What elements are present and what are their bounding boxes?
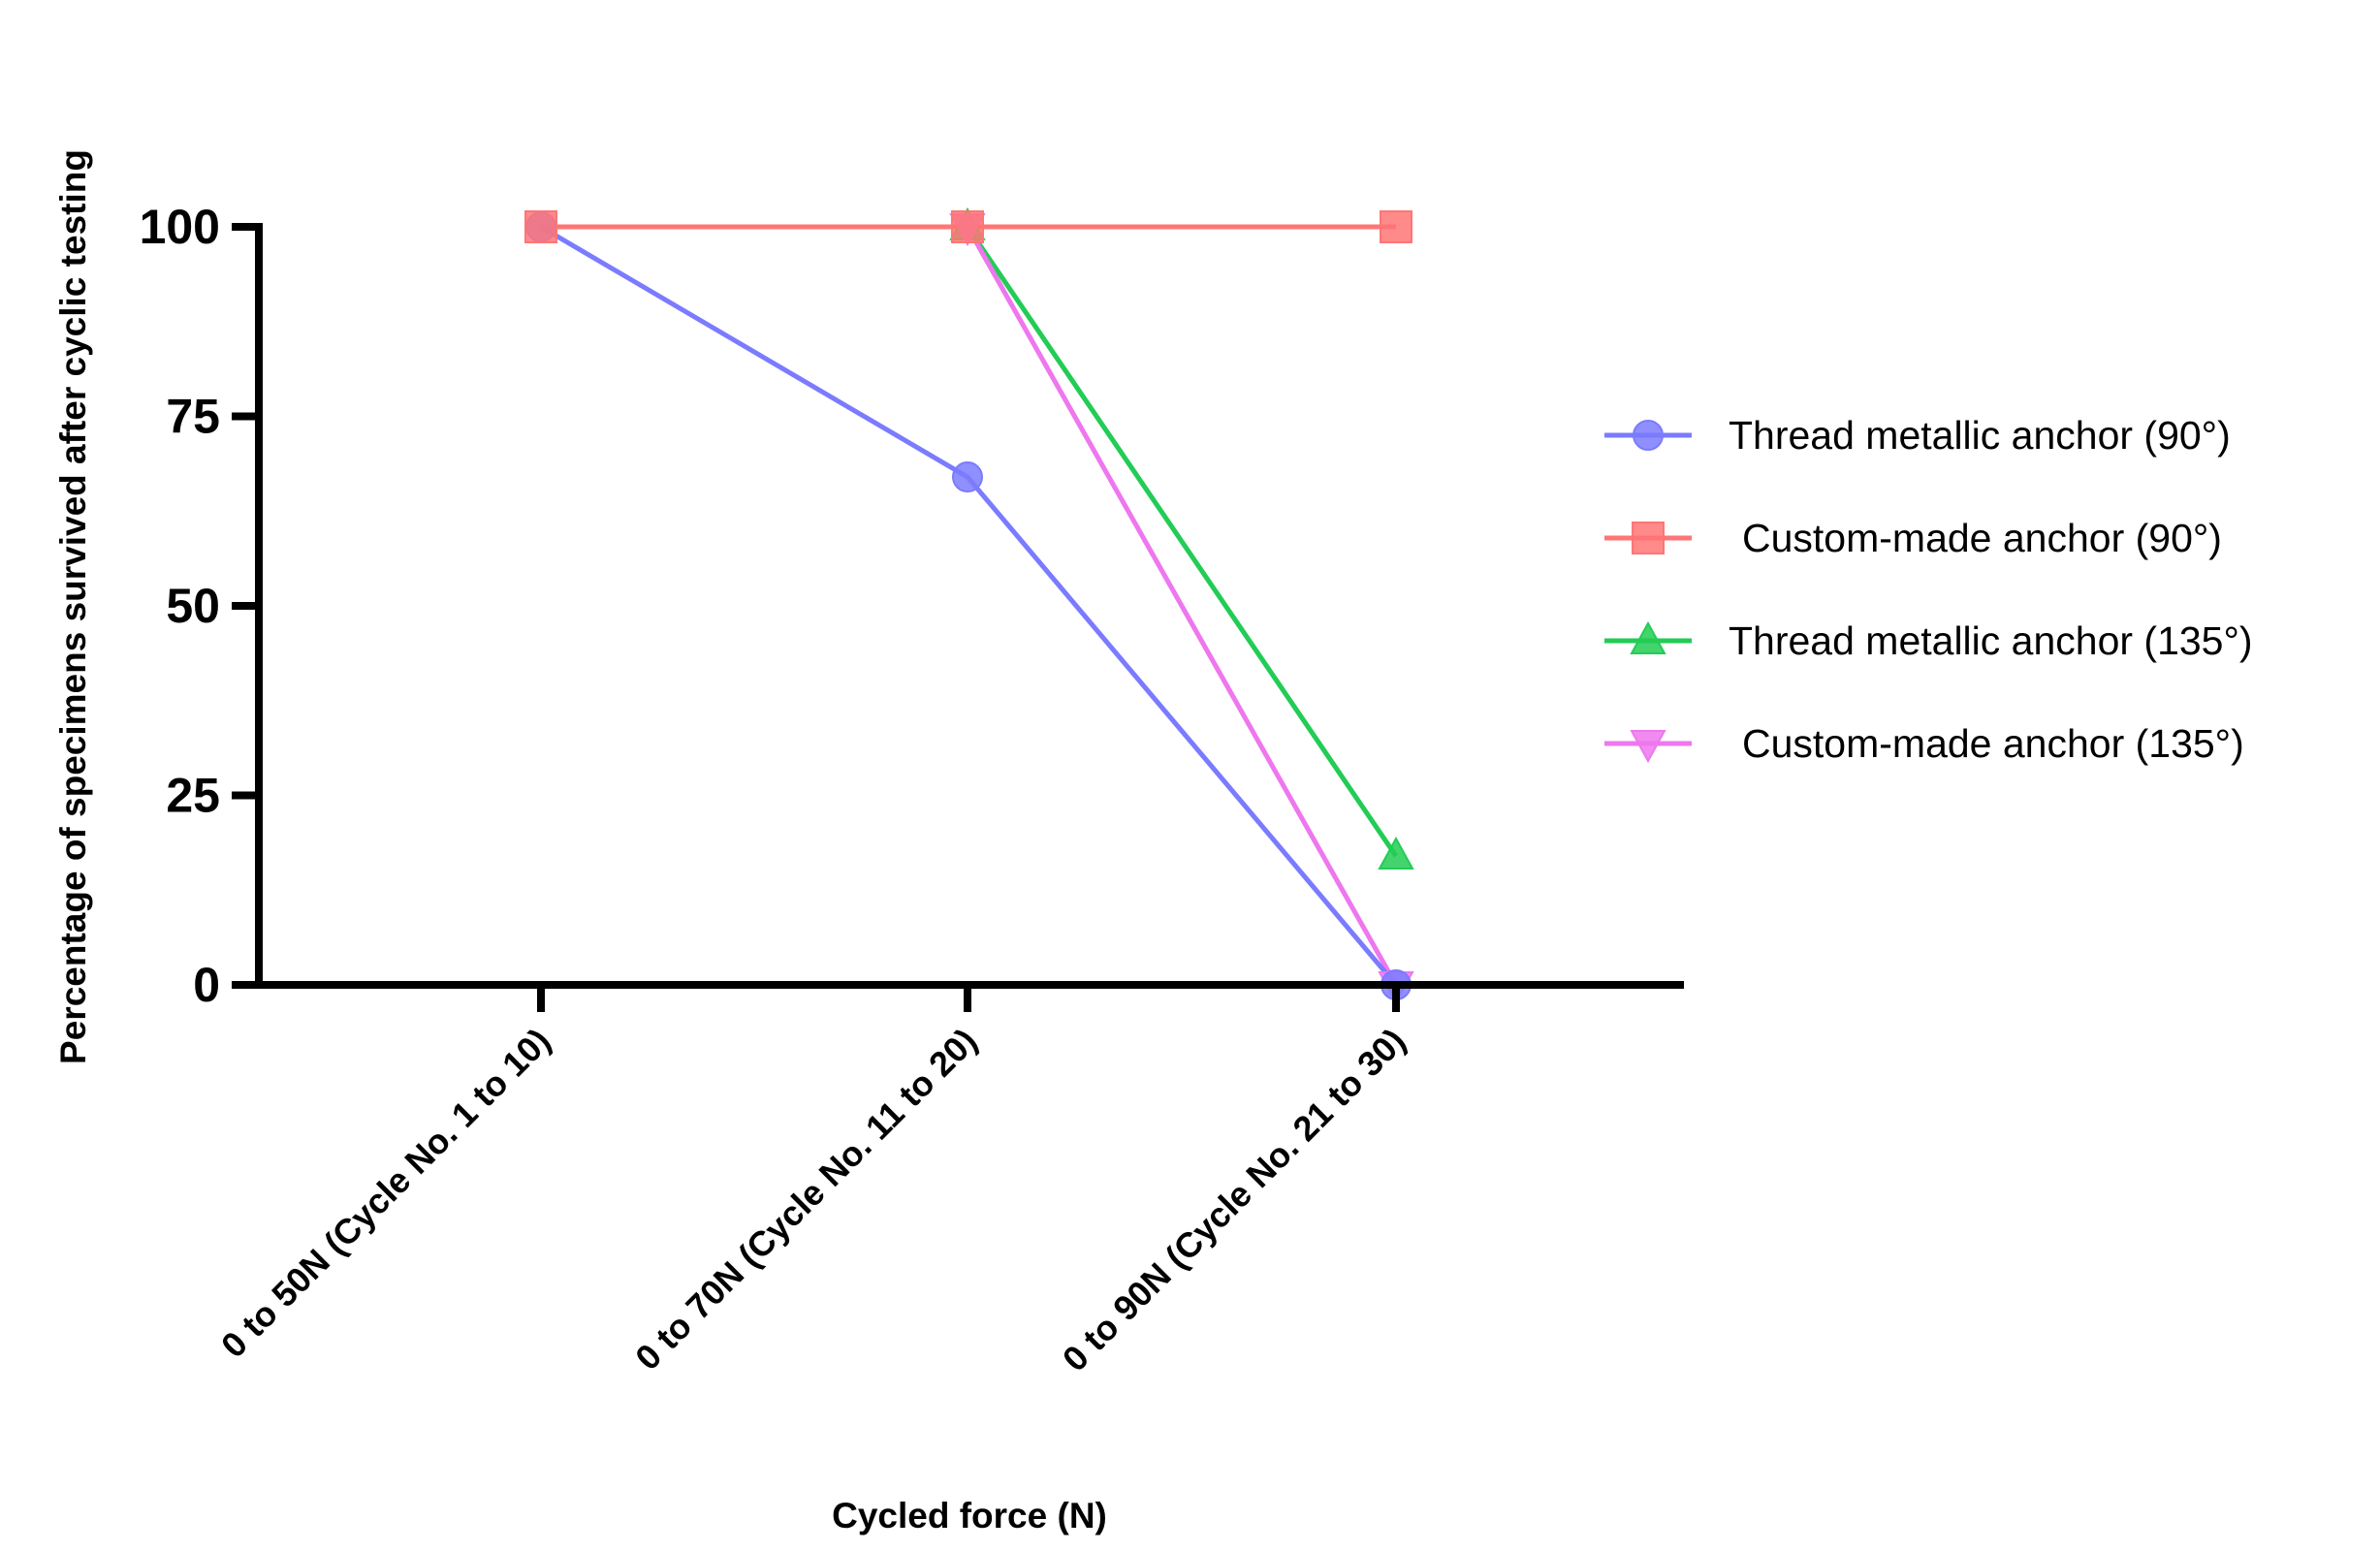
data-point [524, 210, 557, 243]
y-tick-label: 75 [166, 390, 220, 444]
x-tick-label: 0 to 90N (Cycle No. 21 to 30) [1055, 1021, 1413, 1379]
data-point [951, 210, 984, 243]
axes [232, 223, 1684, 1012]
y-axis-title: Percentage of specimens survived after c… [53, 149, 93, 1064]
x-axis-title: Cycled force (N) [832, 1496, 1107, 1535]
series-line [965, 225, 1399, 858]
legend-label: Custom-made anchor (90°) [1742, 516, 2222, 560]
legend-label: Custom-made anchor (135°) [1742, 721, 2244, 766]
legend-item: Custom-made anchor (135°) [1604, 721, 2244, 766]
x-tick-label: 0 to 70N (Cycle No. 11 to 20) [627, 1021, 985, 1378]
legend-label: Thread metallic anchor (135°) [1729, 618, 2253, 663]
legend-item: Thread metallic anchor (135°) [1604, 618, 2253, 663]
series-line [965, 225, 1399, 987]
series-line [539, 224, 1398, 987]
legend-marker [1630, 730, 1666, 764]
legend-item: Thread metallic anchor (90°) [1604, 413, 2231, 458]
legend-marker [1633, 420, 1664, 451]
y-tick-label: 100 [140, 200, 220, 254]
x-tick-label: 0 to 50N (Cycle No. 1 to 10) [213, 1021, 558, 1366]
y-tick-label: 0 [193, 958, 220, 1012]
legend-item: Custom-made anchor (90°) [1604, 516, 2222, 560]
data-point [952, 461, 983, 493]
legend-marker [1632, 522, 1665, 554]
data-point [1380, 210, 1412, 243]
data-point [1378, 836, 1414, 870]
legend: Thread metallic anchor (90°) Custom-made … [1604, 413, 2253, 766]
legend-label: Thread metallic anchor (90°) [1729, 413, 2231, 458]
series-markers [524, 206, 1414, 1005]
series-lines [539, 224, 1399, 987]
y-tick-label: 50 [166, 579, 220, 633]
y-tick-label: 25 [166, 769, 220, 823]
legend-marker [1630, 620, 1666, 654]
